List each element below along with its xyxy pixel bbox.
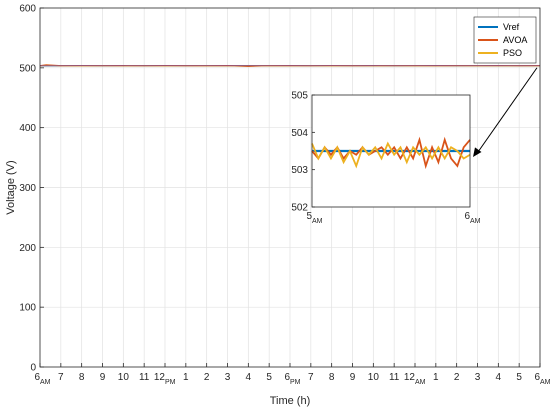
x-tick-label: 11 — [389, 372, 400, 383]
legend-label-vref: Vref — [503, 22, 520, 32]
x-tick-label: 1 — [183, 372, 189, 383]
x-tick-sublabel: AM — [415, 379, 426, 386]
y-axis-label: Voltage (V) — [5, 160, 17, 214]
x-tick-label: 2 — [454, 372, 460, 383]
y-tick-label: 400 — [19, 123, 36, 134]
x-tick-label: 8 — [79, 372, 85, 383]
legend-label-avoa: AVOA — [503, 35, 527, 45]
x-tick-label: 2 — [204, 372, 210, 383]
inset-y-tick-label: 502 — [291, 203, 308, 214]
x-tick-label: 4 — [246, 372, 252, 383]
x-tick-label: 4 — [496, 372, 502, 383]
legend-items: Vref AVOA PSO — [478, 22, 527, 58]
y-tick-label: 500 — [19, 63, 36, 74]
y-tick-label: 100 — [19, 303, 36, 314]
inset-frame — [311, 94, 471, 208]
inset-y-tick-label: 505 — [291, 91, 308, 102]
inset-series-line-pso — [311, 141, 471, 169]
x-tick-label: 6 — [34, 372, 40, 383]
x-tick-label: 12 — [404, 372, 416, 383]
x-tick-label: 3 — [225, 372, 231, 383]
zoom-arrow-head — [473, 147, 482, 157]
inset-x-tick-label: 5 — [306, 211, 312, 222]
x-tick-label: 9 — [100, 372, 106, 383]
x-tick-label: 7 — [58, 372, 64, 383]
main-ticks: 6 AM 7 8 9 10 11 12 PM 1 2 3 4 5 6 PM 7 8 9 10 11 12 AM 1 2 3 4 5 6 A… — [19, 4, 550, 387]
x-tick-label: 9 — [350, 372, 356, 383]
inset-y-tick-label: 504 — [291, 128, 308, 139]
x-tick-label: 11 — [139, 372, 150, 383]
legend: Vref AVOA PSO — [473, 16, 537, 64]
x-tick-sublabel: PM — [290, 379, 301, 386]
inset-y-tick-label: 503 — [291, 165, 308, 176]
x-tick-label: 10 — [368, 372, 380, 383]
x-tick-label: 10 — [118, 372, 130, 383]
inset-x-tick-sublabel: AM — [470, 218, 481, 225]
inset-x-tick-sublabel: AM — [312, 218, 323, 225]
x-tick-sublabel: PM — [165, 379, 176, 386]
y-tick-label: 0 — [30, 363, 36, 374]
x-tick-label: 1 — [433, 372, 439, 383]
x-tick-label: 6 — [534, 372, 540, 383]
x-tick-label: 5 — [266, 372, 272, 383]
y-tick-label: 600 — [19, 4, 36, 15]
x-tick-label: 5 — [516, 372, 522, 383]
x-tick-label: 7 — [308, 372, 314, 383]
x-tick-sublabel: AM — [40, 379, 51, 386]
x-tick-label: 8 — [329, 372, 335, 383]
zoom-arrow-line — [477, 67, 538, 153]
y-tick-label: 200 — [19, 243, 36, 254]
inset-x-tick-label: 6 — [464, 211, 470, 222]
x-tick-label: 3 — [475, 372, 481, 383]
x-axis-label: Time (h) — [270, 395, 311, 407]
legend-label-pso: PSO — [503, 48, 522, 58]
x-tick-label: 12 — [154, 372, 166, 383]
x-tick-label: 6 — [284, 372, 290, 383]
zoom-arrow — [473, 67, 538, 157]
x-tick-sublabel: AM — [540, 379, 550, 386]
y-tick-label: 300 — [19, 183, 36, 194]
inset-series — [311, 136, 471, 170]
main-series — [39, 64, 541, 67]
